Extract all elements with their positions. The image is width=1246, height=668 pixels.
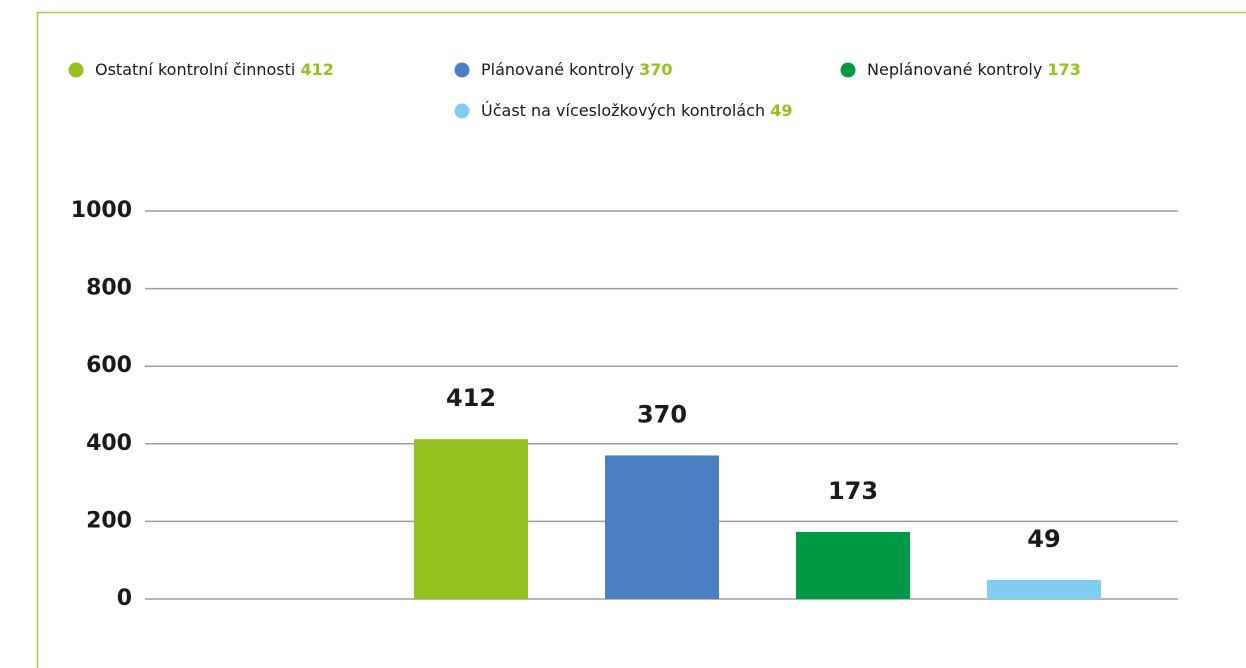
- y-tick-label: 200: [86, 508, 132, 533]
- legend-value: 412: [300, 60, 333, 79]
- legend-marker: [454, 103, 470, 119]
- legend-marker: [840, 62, 856, 78]
- legend-value: 49: [770, 101, 792, 120]
- value-label: 412: [446, 384, 496, 412]
- y-tick-label: 1000: [71, 198, 132, 223]
- bar: [414, 439, 528, 599]
- y-tick-label: 800: [86, 276, 132, 301]
- frame: [36, 11, 1246, 668]
- bar: [605, 455, 719, 599]
- legend-name: Účast na vícesložkových kontrolách: [481, 101, 765, 120]
- legend-marker: [68, 62, 84, 78]
- legend-value: 370: [639, 60, 672, 79]
- legend-value: 173: [1047, 60, 1080, 79]
- legend-marker: [454, 62, 470, 78]
- y-tick-label: 400: [86, 431, 132, 456]
- bar: [987, 579, 1101, 599]
- legend-name: Neplánované kontroly: [867, 60, 1042, 79]
- legend-name: Plánované kontroly: [481, 60, 634, 79]
- legend-entry: Ostatní kontrolní činnosti 412: [95, 60, 334, 79]
- y-tick-label: 0: [117, 586, 132, 611]
- y-tick-label: 600: [86, 353, 132, 378]
- legend-name: Ostatní kontrolní činnosti: [95, 60, 295, 79]
- value-label: 173: [828, 477, 878, 505]
- legend-entry: Účast na vícesložkových kontrolách 49: [481, 101, 792, 120]
- value-label: 370: [637, 400, 687, 428]
- legend-entry: Plánované kontroly 370: [481, 60, 673, 79]
- legend-entry: Neplánované kontroly 173: [867, 60, 1081, 79]
- value-label: 49: [1027, 525, 1060, 553]
- bar: [796, 531, 910, 599]
